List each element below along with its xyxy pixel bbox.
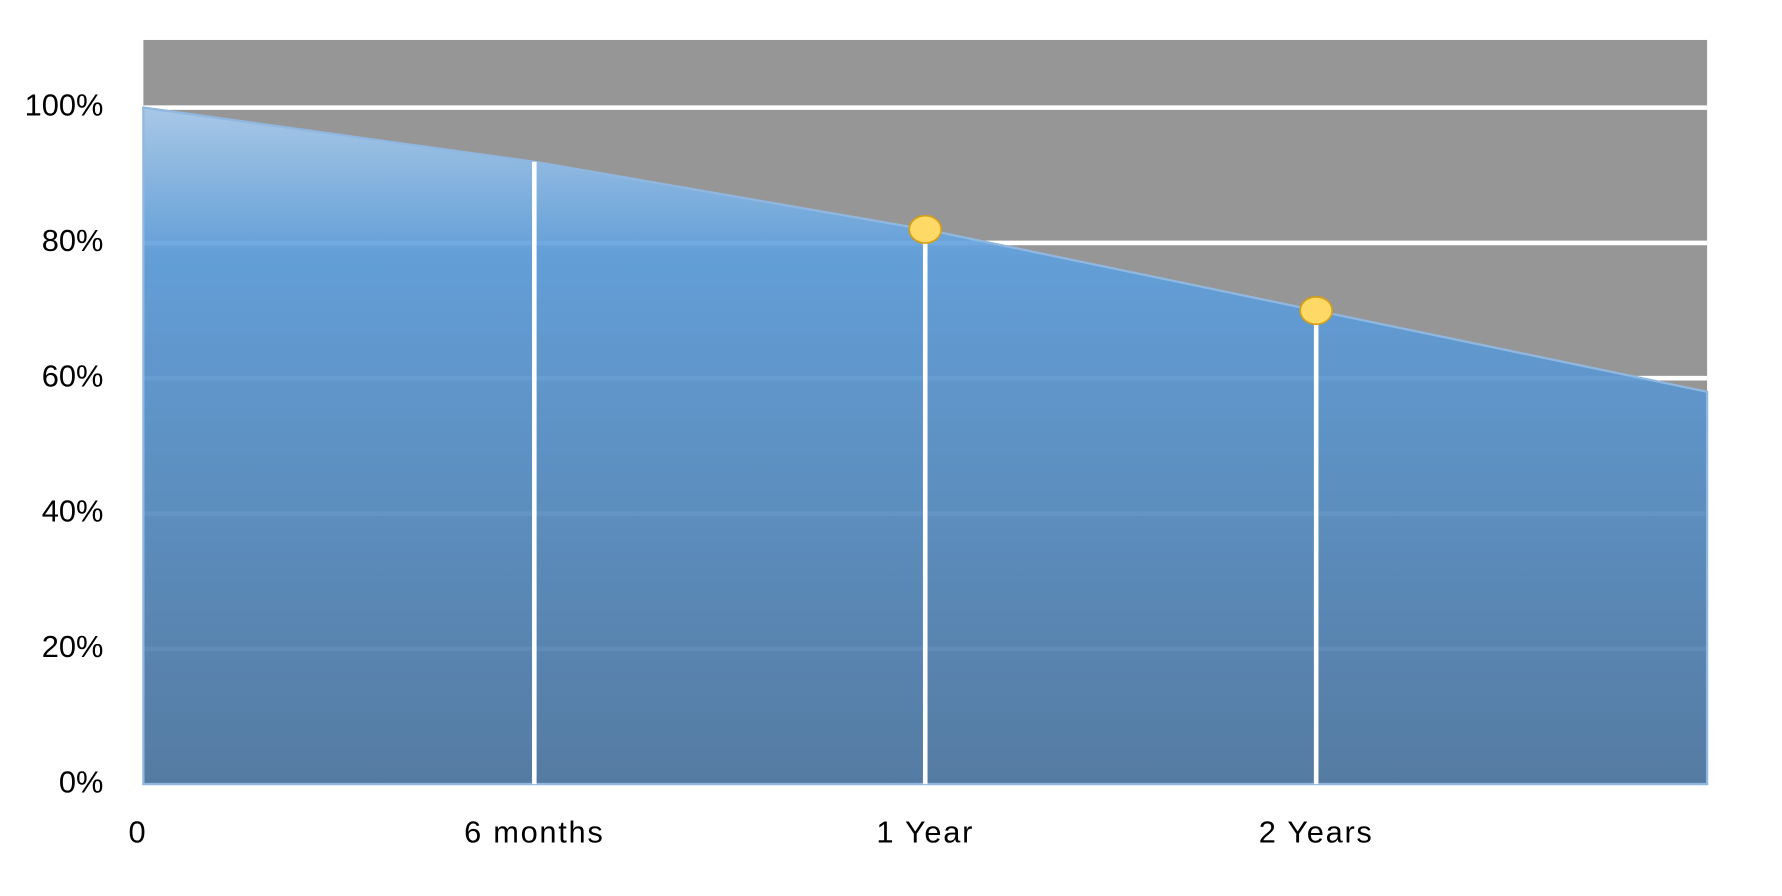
x-tick-label: 2 Years: [1259, 815, 1374, 850]
y-tick-label: 100%: [25, 88, 104, 123]
y-tick-label: 20%: [42, 629, 104, 664]
x-tick-label: 0: [129, 815, 148, 850]
x-tick-label: 1 Year: [876, 815, 974, 850]
y-tick-label: 80%: [42, 223, 104, 258]
marker: [1299, 296, 1334, 326]
y-tick-label: 0%: [59, 764, 104, 799]
y-tick-label: 40%: [42, 494, 104, 529]
x-tick-label: 6 months: [464, 815, 604, 850]
marker: [908, 214, 943, 244]
y-tick-label: 60%: [42, 358, 104, 393]
